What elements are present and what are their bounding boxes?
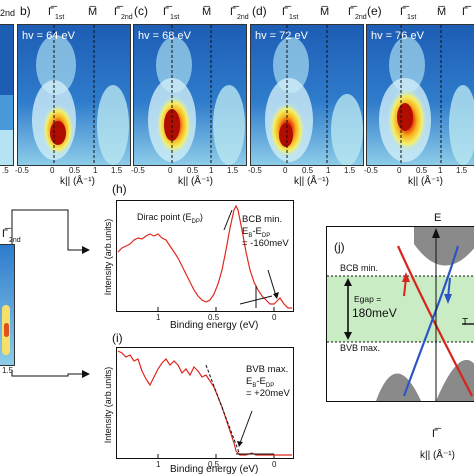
hv-label-d: hv = 72 eV (255, 30, 308, 42)
tick-e-1: 0 (397, 166, 401, 175)
gamma-1st-c: Γ̅ (163, 6, 169, 18)
egap-label-1: Egap = (354, 294, 381, 304)
bvb-label-2: EB-EDP (246, 376, 274, 389)
tick-d-3: 1 (326, 166, 330, 175)
arpes-panel-d: hv = 72 eV (250, 24, 364, 166)
connector-arrows (0, 200, 100, 400)
arpes-image-b (18, 25, 130, 165)
bcb-min-label: BCB min. (340, 263, 378, 273)
gamma-2nd-d: Γ̅ (348, 6, 354, 18)
gamma-2nd-b-sub: 2nd (121, 14, 133, 21)
i-xtick-0: 0 (272, 460, 276, 469)
hv-label-b: hv = 64 eV (22, 30, 75, 42)
tick-d-1: 0 (283, 166, 287, 175)
h-xtick-1: 1 (156, 313, 160, 322)
egap-label-2: 180meV (352, 306, 397, 320)
bvb-max-label: BVB max. (340, 343, 380, 353)
gamma-1st-b: Γ̅ (48, 6, 54, 18)
tick-e-2: 0.5 (416, 166, 427, 175)
tick-d-0: -0.5 (248, 166, 262, 175)
kaxis-j: k|| (Å⁻¹) (420, 450, 455, 461)
gamma-1st-c-sub: 1st (170, 14, 179, 21)
bcb-label-1: BCB min. (242, 214, 282, 225)
h-xtick-0: 0 (272, 313, 276, 322)
tick-c-0: -0.5 (131, 166, 145, 175)
gamma-2nd-e: Γ̅ (462, 6, 468, 18)
dirac-label: Dirac point (EDP) (137, 212, 203, 225)
bcb-label-3: = -160meV (242, 238, 289, 249)
tick-e-4: 1.5 (456, 166, 467, 175)
tick-a-label: .5 (2, 166, 9, 175)
panel-j-diagram (326, 226, 474, 402)
panel-h-ylabel: Intensity (arb.units) (103, 207, 117, 307)
t-label: T (462, 317, 468, 328)
arpes-panel-c: hv = 68 eV (133, 24, 247, 166)
arpes-image-e (367, 25, 474, 165)
kaxis-d: k|| (Å⁻¹) (294, 176, 329, 187)
tick-b-3: 1 (93, 166, 97, 175)
dirac-text: Dirac point (E (137, 212, 192, 222)
arpes-image-a (0, 25, 13, 165)
bvb-label-1: BVB max. (246, 364, 288, 375)
kaxis-c: k|| (Å⁻¹) (178, 176, 213, 187)
gamma-label-j: Γ̅ (432, 428, 438, 440)
tick-c-4: 1.5 (227, 166, 238, 175)
bvb-minus-e: -E (256, 376, 266, 387)
tick-d-2: 0.5 (302, 166, 313, 175)
panel-letter-b: b) (20, 4, 31, 18)
tick-b-1: 0 (50, 166, 54, 175)
gamma-1st-d: Γ̅ (282, 6, 288, 18)
tick-e-3: 1 (438, 166, 442, 175)
gamma-1st-e: Γ̅ (400, 6, 406, 18)
bcb-label-2: EB-EDP (242, 226, 270, 239)
i-xtick-1: 1 (156, 460, 160, 469)
kaxis-e: k|| (Å⁻¹) (408, 176, 443, 187)
tick-c-3: 1 (209, 166, 213, 175)
panel-letter-h: (h) (112, 182, 127, 196)
arpes-image-c (134, 25, 246, 165)
gamma-2nd-c: Γ̅ (230, 6, 236, 18)
bcb-minus-e: -E (252, 226, 262, 237)
panel-i-ylabel-text: Intensity (arb.units) (103, 367, 113, 444)
panel-h-xlabel: Binding energy (eV) (170, 320, 258, 331)
gamma-2nd-b: Γ̅ (114, 6, 120, 18)
tick-c-1: 0 (168, 166, 172, 175)
hv-label-c: hv = 68 eV (138, 30, 191, 42)
m-e: M̅ (437, 6, 446, 18)
tick-b-0: -0.5 (15, 166, 29, 175)
panel-letter-c: (c) (134, 4, 148, 18)
gamma-1st-d-sub: 1st (289, 14, 298, 21)
gamma-2nd-c-sub: 2nd (237, 14, 249, 21)
panel-letter-i: (i) (112, 331, 123, 345)
gamma-1st-b-sub: 1st (55, 14, 64, 21)
tick-b-4: 1.5 (111, 166, 122, 175)
arpes-panel-b: hv = 64 eV (17, 24, 131, 166)
gamma-1st-e-sub: 1st (407, 14, 416, 21)
panel-i-ylabel: Intensity (arb.units) (103, 355, 117, 455)
panel-i-xlabel: Binding energy (eV) (170, 465, 258, 474)
tick-e-0: -0.5 (364, 166, 378, 175)
dirac-sub: DP (192, 219, 200, 225)
m-c: M̅ (202, 6, 211, 18)
gamma-2nd-d-sub: 2nd (355, 14, 367, 21)
tick-d-4: 1.5 (344, 166, 355, 175)
hv-label-e: hv = 76 eV (371, 30, 424, 42)
arpes-panel-e: hv = 76 eV (366, 24, 474, 166)
bvb-label-3: = +20meV (246, 388, 290, 399)
panel-letter-j: (j) (334, 240, 345, 254)
panel-letter-e: (e) (367, 4, 382, 18)
arpes-panel-a (0, 24, 14, 166)
m-d: M̅ (320, 6, 329, 18)
panel-a-sym: 2nd (0, 8, 15, 18)
tick-c-2: 0.5 (187, 166, 198, 175)
arpes-image-d (251, 25, 363, 165)
kaxis-b: k|| (Å⁻¹) (60, 176, 95, 187)
m-b: M̅ (88, 6, 97, 18)
panel-letter-d: (d) (252, 4, 267, 18)
energy-axis-label: E (434, 212, 441, 224)
tick-b-2: 0.5 (69, 166, 80, 175)
panel-h-ylabel-text: Intensity (arb.units) (103, 219, 113, 296)
